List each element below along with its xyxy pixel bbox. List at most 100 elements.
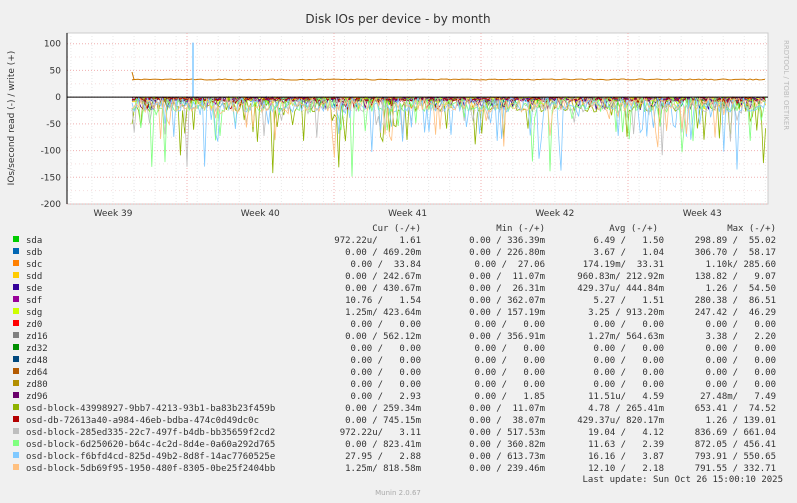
legend-value-min: 0.00 / 1.85 [475,392,545,402]
legend-value-min: 0.00 / 26.31m [469,284,545,294]
legend-value-min: 0.00 / 27.06 [475,260,545,270]
legend-column-header: Max (-/+) [727,224,776,234]
legend-series-name: osd-block-6d250620-b64c-4c2d-8d4e-0a60a2… [26,440,275,450]
legend-value-cur: 1.25m/ 423.64m [345,308,421,318]
legend-value-max: 306.70 / 58.17 [695,248,776,258]
legend-series-name: sdg [26,308,42,318]
legend-value-cur: 1.25m/ 818.58m [345,464,421,474]
legend-swatch [13,332,19,338]
y-tick-label: 100 [44,40,61,50]
legend-value-max: 0.00 / 0.00 [706,368,776,378]
y-axis-label: IOs/second read (-) / write (+) [7,51,17,186]
legend-value-max: 0.00 / 0.00 [706,344,776,354]
x-tick-label: Week 43 [683,209,722,219]
legend-value-avg: 429.37u/ 444.84m [577,284,664,294]
legend-value-min: 0.00 / 613.73m [469,452,545,462]
legend-value-min: 0.00 / 362.07m [469,296,545,306]
legend-value-cur: 972.22u/ 3.11 [340,428,421,438]
legend-value-avg: 0.00 / 0.00 [594,356,664,366]
y-tick-label: -50 [46,120,61,130]
legend-series-name: sdf [26,296,42,306]
legend-value-min: 0.00 / 0.00 [475,344,545,354]
legend-value-avg: 3.25 / 913.20m [588,308,664,318]
legend-value-max: 836.69 / 661.04 [695,428,776,438]
y-tick-label: -200 [41,200,62,210]
legend-series-name: zd32 [26,344,48,354]
legend-value-avg: 0.00 / 0.00 [594,320,664,330]
legend-value-avg: 11.51u/ 4.59 [588,392,664,402]
legend-value-cur: 0.00 / 0.00 [351,320,421,330]
legend-swatch [13,464,19,470]
legend-swatch [13,428,19,434]
legend-value-avg: 0.00 / 0.00 [594,344,664,354]
legend-series-name: zd96 [26,392,48,402]
legend-series-name: osd-db-72613a40-a984-46eb-bdba-474c0d49d… [26,416,259,426]
legend-value-avg: 19.04 / 4.12 [588,428,664,438]
legend-swatch [13,440,19,446]
chart-title: Disk IOs per device - by month [305,12,490,26]
x-tick-label: Week 40 [241,209,280,219]
x-tick-label: Week 42 [535,209,574,219]
x-tick-label: Week 39 [94,209,133,219]
legend-value-max: 0.00 / 0.00 [706,380,776,390]
legend-value-cur: 0.00 / 469.20m [345,248,421,258]
munin-version: Munin 2.0.67 [375,489,421,497]
legend-value-cur: 0.00 / 562.12m [345,332,421,342]
legend-swatch [13,236,19,242]
legend-value-max: 1.10k/ 285.60 [706,260,776,270]
y-tick-label: -100 [41,147,62,157]
legend-value-avg: 0.00 / 0.00 [594,380,664,390]
legend-value-avg: 3.67 / 1.04 [594,248,664,258]
legend-swatch [13,260,19,266]
legend-value-min: 0.00 / 336.39m [469,236,545,246]
legend-swatch [13,308,19,314]
legend-series-name: zd0 [26,320,42,330]
legend-series-name: osd-block-43998927-9bb7-4213-93b1-ba83b2… [26,404,275,414]
legend-value-max: 138.82 / 9.07 [695,272,776,282]
legend-swatch [13,452,19,458]
series-line-read [131,95,766,177]
y-tick-label: 0 [55,93,61,103]
legend-value-min: 0.00 / 360.82m [469,440,545,450]
legend-series-name: osd-block-5db69f95-1950-480f-8305-0be25f… [26,464,275,474]
legend-value-cur: 0.00 / 430.67m [345,284,421,294]
legend-value-avg: 12.10 / 2.18 [588,464,664,474]
legend-column-header: Min (-/+) [496,224,545,234]
legend-swatch [13,272,19,278]
legend-series-name: zd48 [26,356,48,366]
legend-value-cur: 0.00 / 33.84 [351,260,421,270]
legend-value-max: 280.38 / 86.51 [695,296,776,306]
legend-swatch [13,368,19,374]
legend-value-max: 27.48m/ 7.49 [700,392,776,402]
legend-value-max: 247.42 / 46.29 [695,308,776,318]
legend-value-cur: 0.00 / 2.93 [351,392,421,402]
legend-value-avg: 16.16 / 3.87 [588,452,664,462]
legend-value-max: 872.05 / 456.41 [695,440,776,450]
sdc-write-line [131,71,766,81]
legend-value-max: 1.26 / 54.50 [706,284,776,294]
legend-value-min: 0.00 / 38.07m [469,416,545,426]
legend-value-max: 0.00 / 0.00 [706,356,776,366]
legend-value-cur: 0.00 / 745.15m [345,416,421,426]
legend-value-cur: 0.00 / 0.00 [351,344,421,354]
legend-value-min: 0.00 / 0.00 [475,368,545,378]
legend-value-max: 793.91 / 550.65 [695,452,776,462]
legend-value-min: 0.00 / 0.00 [475,356,545,366]
legend-value-min: 0.00 / 356.91m [469,332,545,342]
legend-value-max: 1.26 / 139.01 [706,416,776,426]
legend-value-max: 791.55 / 332.71 [695,464,776,474]
legend-value-cur: 972.22u/ 1.61 [334,236,421,246]
legend-series-name: zd80 [26,380,48,390]
legend-series-name: sdd [26,272,42,282]
legend-swatch [13,344,19,350]
rrdtool-credit: RRDTOOL / TOBI OETIKER [782,40,790,130]
legend-value-cur: 0.00 / 0.00 [351,380,421,390]
legend-series-name: sda [26,236,42,246]
legend-value-max: 0.00 / 0.00 [706,320,776,330]
legend-value-avg: 174.19m/ 33.31 [583,260,664,270]
legend-value-max: 653.41 / 74.52 [695,404,776,414]
legend-value-avg: 6.49 / 1.50 [594,236,664,246]
legend-value-min: 0.00 / 157.19m [469,308,545,318]
legend-value-cur: 0.00 / 0.00 [351,356,421,366]
